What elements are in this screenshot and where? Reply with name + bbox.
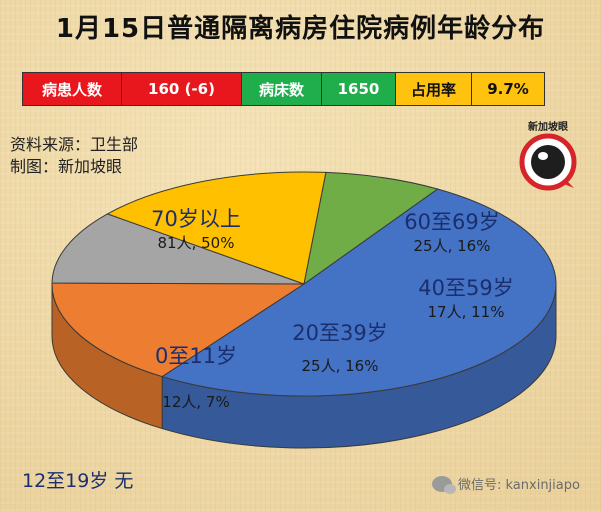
slice-name-label: 40至59岁 <box>418 276 513 300</box>
pie-slice-1 <box>51 282 306 378</box>
author-line: 制图：新加坡眼 <box>10 157 123 176</box>
chart-title: 1月15日普通隔离病房住院病例年龄分布 <box>55 14 546 44</box>
badge-label: 新加坡眼 <box>528 122 568 133</box>
pie-slice-4 <box>303 171 439 286</box>
source-block: 资料来源：卫生部 制图：新加坡眼 <box>10 134 138 178</box>
face-logo-icon <box>519 133 577 191</box>
occupancy-label: 占用率 <box>396 73 472 105</box>
pie-slice-3 <box>106 171 327 285</box>
slice-name-label: 70岁以上 <box>151 207 241 231</box>
wechat-id: 微信号: kanxinjiapo <box>458 478 580 493</box>
slice-detail-label: 17人, 11% <box>428 303 505 321</box>
patients-value: 160 (-6) <box>122 73 242 105</box>
beds-label: 病床数 <box>242 73 322 105</box>
stats-bar: 病患人数 160 (-6) 病床数 1650 占用率 9.7% <box>22 72 545 106</box>
pie-slice-2 <box>51 213 305 285</box>
occupancy-value: 9.7% <box>472 73 544 105</box>
slice-detail-label: 25人, 16% <box>414 237 491 255</box>
slice-detail-label: 25人, 16% <box>302 357 379 375</box>
slice-name-label: 20至39岁 <box>292 321 387 345</box>
age-12-19-note: 12至19岁 无 <box>22 470 134 492</box>
slice-name-label: 60至69岁 <box>404 210 499 234</box>
wechat-watermark: 微信号: kanxinjiapo <box>432 474 580 494</box>
beds-value: 1650 <box>322 73 396 105</box>
slice-name-label: 0至11岁 <box>155 344 237 368</box>
slice-detail-label: 12人, 7% <box>162 393 229 411</box>
brand-badge: 新加坡眼 <box>510 118 586 194</box>
pie-top <box>51 171 557 397</box>
patients-label: 病患人数 <box>23 73 122 105</box>
pie-labels: 70岁以上 81人, 50% 60至69岁 25人, 16% 40至59岁 17人, 11… <box>151 207 514 411</box>
slice-detail-label: 81人, 50% <box>158 234 235 252</box>
pie-slice-0 <box>161 188 557 397</box>
wechat-icon <box>432 475 456 494</box>
source-line: 资料来源：卫生部 <box>10 135 139 154</box>
